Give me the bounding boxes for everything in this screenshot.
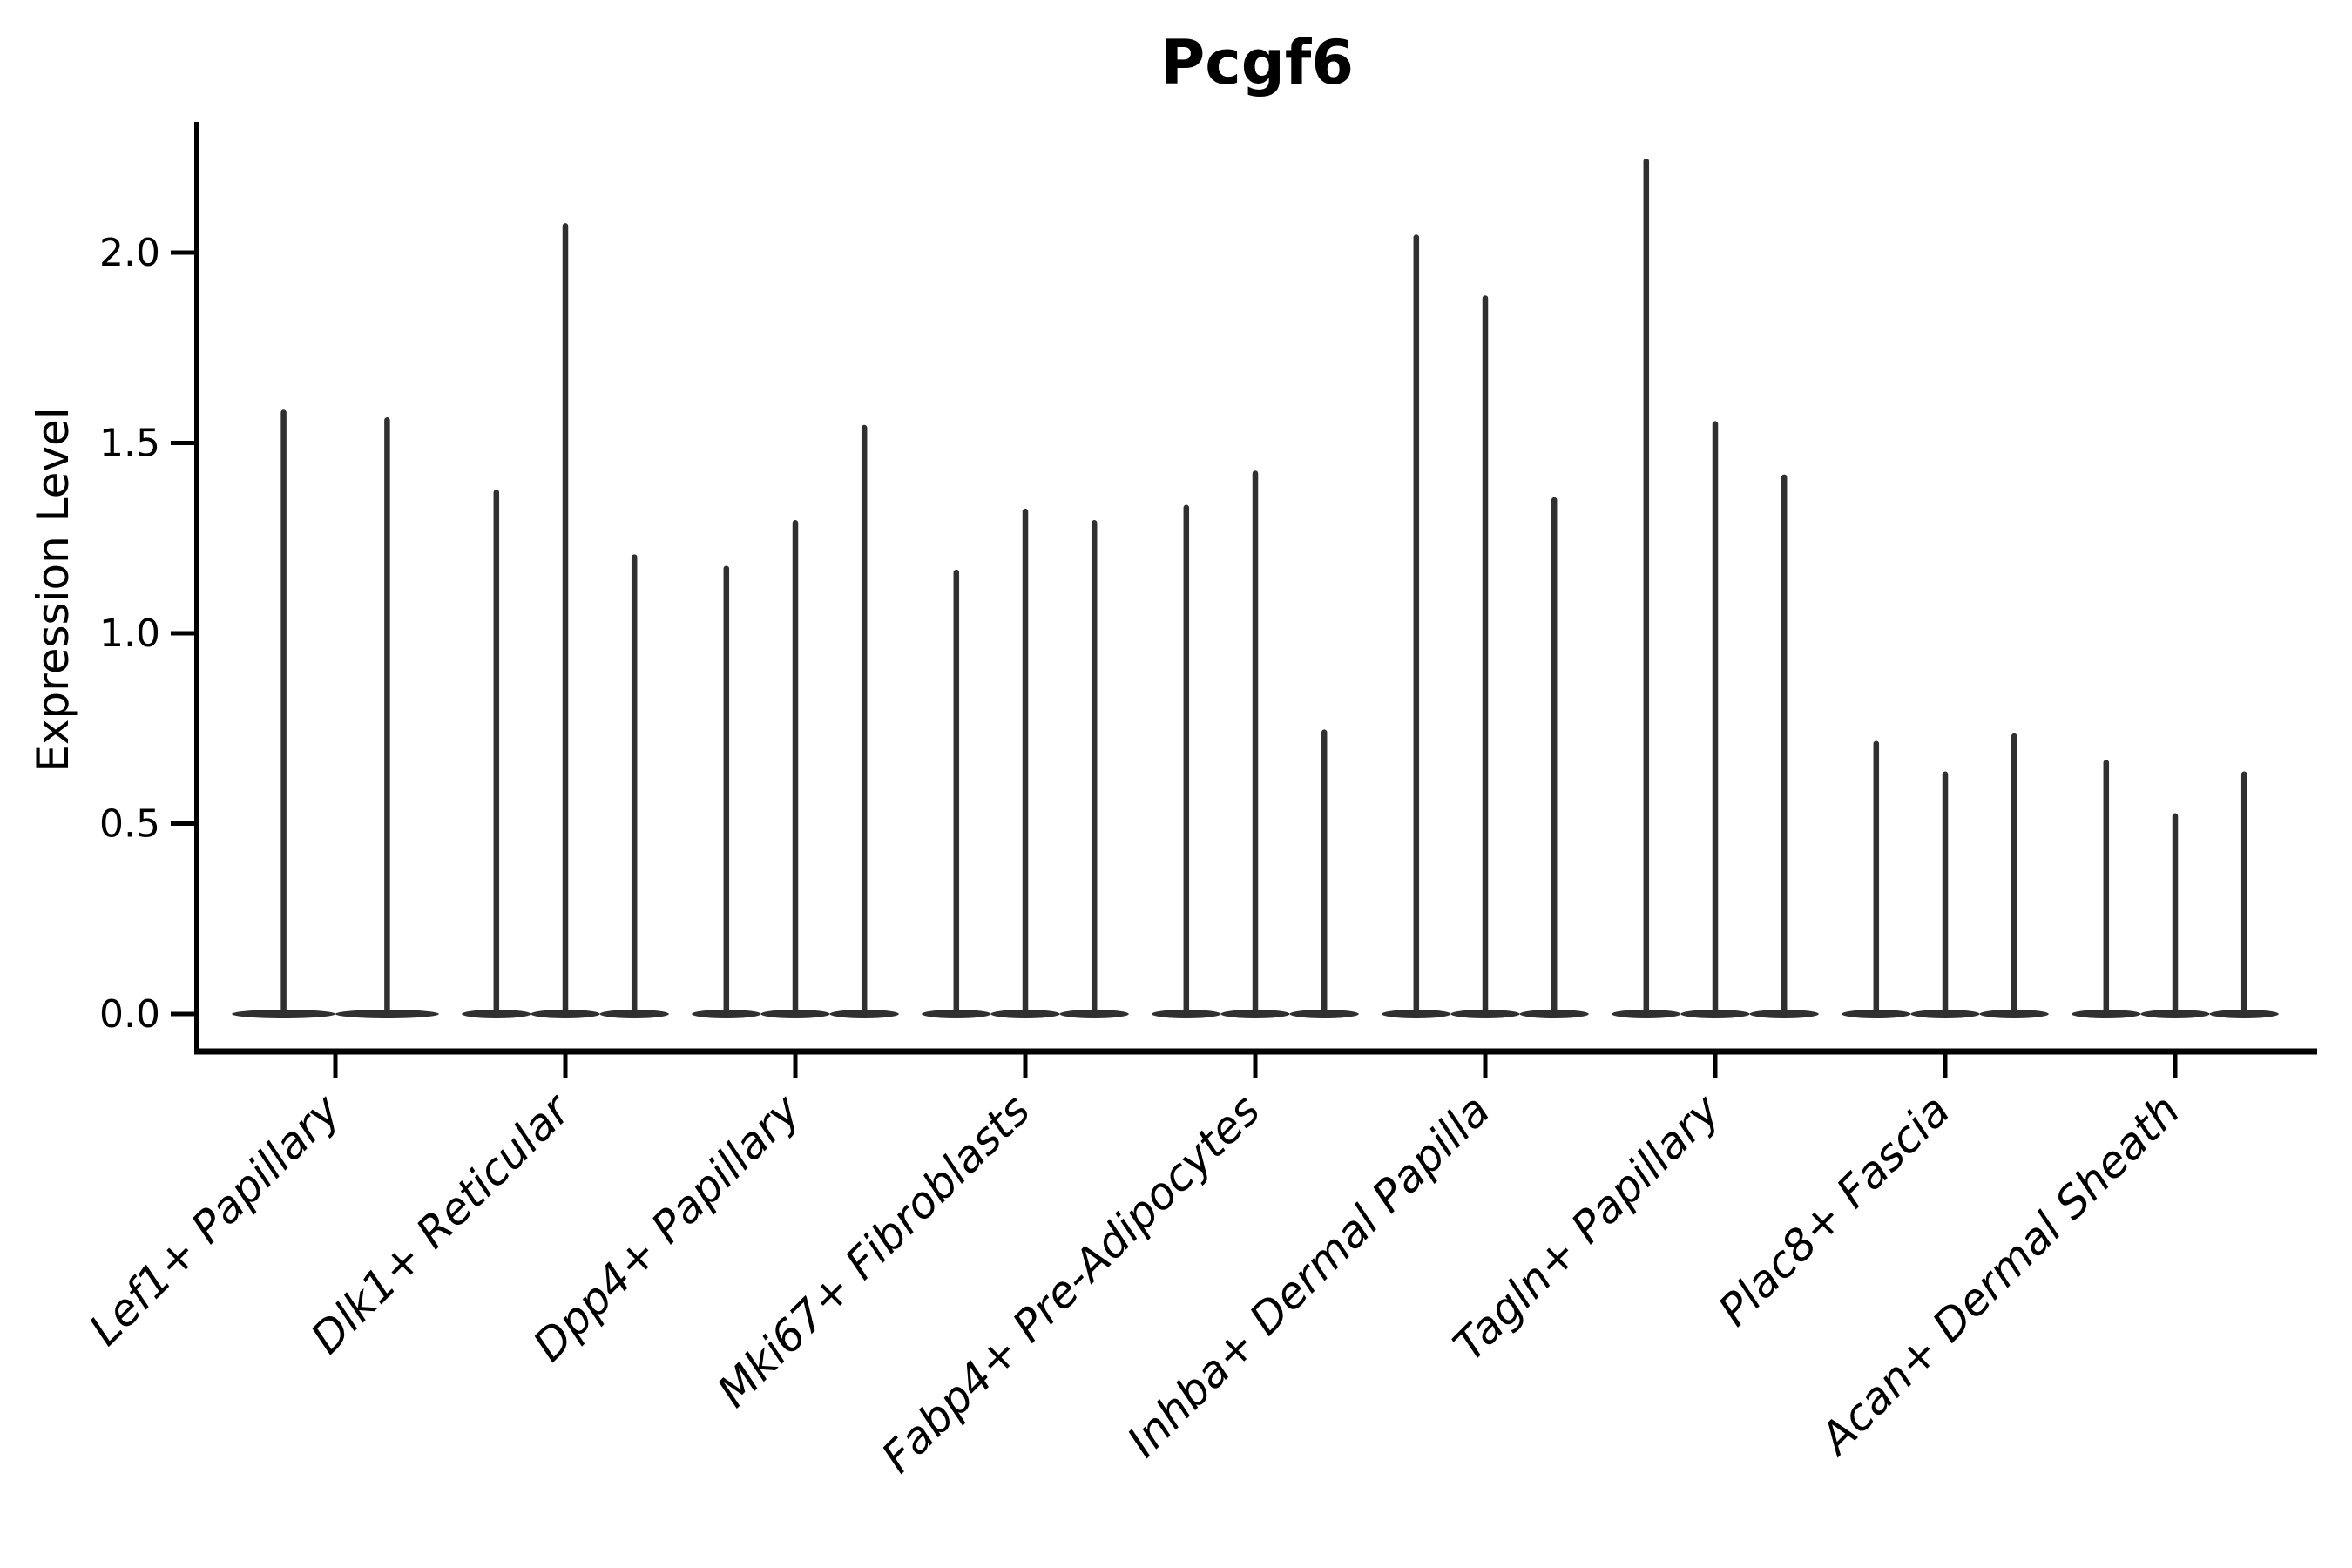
chart-title: Pcgf6 [1160,27,1354,98]
x-tick-label: Lef1+ Papillary [79,1084,350,1355]
y-tick-label: 1.5 [99,422,160,466]
y-tick-label: 2.0 [99,231,160,275]
violins-layer [232,158,2279,1018]
y-tick-label: 0.5 [99,802,160,847]
y-tick-layer: 0.0 0.5 1.0 1.5 2.0 [99,231,197,1037]
y-tick-label: 1.0 [99,612,160,656]
x-tick-label: Inhba+ Dermal Papilla [1118,1085,1499,1466]
x-tick-label: Fabp4+ Pre-Adipocytes [872,1085,1270,1483]
y-tick-label: 0.0 [99,992,160,1037]
x-tick-label: Plac8+ Fascia [1709,1085,1960,1335]
y-axis-label: Expression Level [28,407,78,772]
